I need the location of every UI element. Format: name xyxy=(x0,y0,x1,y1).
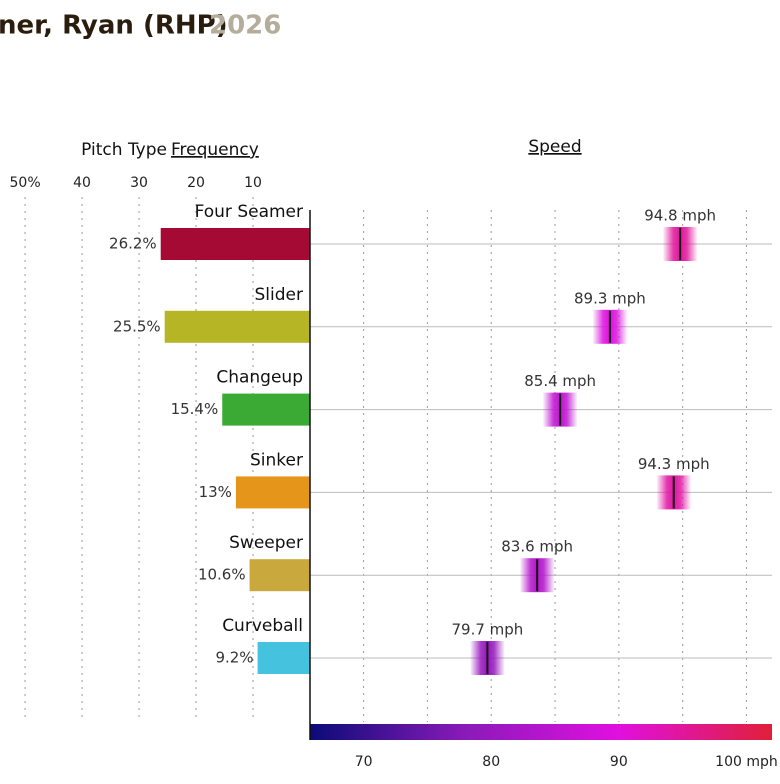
title: ner, Ryan (RHP) xyxy=(0,11,228,41)
speed-label: 83.6 mph xyxy=(501,538,573,556)
speed-label: 94.8 mph xyxy=(644,207,716,225)
speed-label: 79.7 mph xyxy=(451,621,523,639)
freq-label: 13% xyxy=(199,483,232,501)
freq-tick-label: 30 xyxy=(130,175,148,191)
freq-bar xyxy=(160,228,310,260)
freq-tick-label: 40 xyxy=(73,175,91,191)
freq-title: Frequency xyxy=(171,140,259,160)
speed-label: 89.3 mph xyxy=(574,289,646,307)
freq-bar xyxy=(222,393,310,426)
pitch-name: Curveball xyxy=(222,616,303,636)
freq-label: 15.4% xyxy=(171,400,219,418)
freq-label: 9.2% xyxy=(215,649,253,667)
speed-label: 94.3 mph xyxy=(638,455,710,473)
pitch-name: Slider xyxy=(255,285,303,305)
freq-tick-label: 10 xyxy=(244,175,262,191)
freq-bar xyxy=(235,476,310,509)
colorbar xyxy=(310,724,772,740)
freq-title-prefix: Pitch Type xyxy=(81,140,167,160)
pitch-name: Changeup xyxy=(216,368,303,388)
freq-bar xyxy=(249,559,310,592)
speed-title: Speed xyxy=(528,137,581,157)
freq-label: 26.2% xyxy=(109,235,157,253)
speed-label: 85.4 mph xyxy=(524,372,596,390)
speed-tick-label: 100 mph xyxy=(715,754,778,770)
freq-label: 25.5% xyxy=(113,317,161,335)
speed-tick-label: 70 xyxy=(355,754,373,770)
year: 2026 xyxy=(209,11,281,41)
pitch-name: Four Seamer xyxy=(195,202,303,222)
pitch-name: Sweeper xyxy=(229,533,303,553)
pitch-name: Sinker xyxy=(250,450,303,470)
speed-tick-label: 80 xyxy=(482,754,500,770)
freq-bar xyxy=(164,310,310,343)
freq-tick-label: 20 xyxy=(187,175,205,191)
speed-tick-label: 90 xyxy=(610,754,628,770)
freq-bar xyxy=(257,642,310,674)
freq-label: 10.6% xyxy=(198,566,246,584)
freq-tick-label: 50% xyxy=(10,175,41,191)
